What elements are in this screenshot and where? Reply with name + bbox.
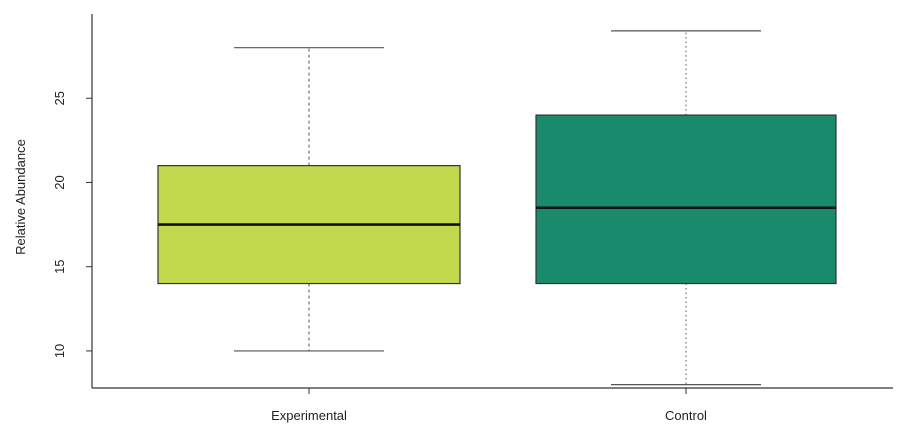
boxes-group [157, 30, 837, 386]
x-tick-label: Experimental [271, 408, 347, 423]
box-experimental [157, 47, 461, 352]
y-tick-label: 10 [52, 344, 67, 358]
box-body [535, 114, 837, 285]
y-tick-label: 15 [52, 259, 67, 273]
axes-group: 10 15 20 25 Experimental Control [52, 14, 893, 423]
x-tick-label: Control [665, 408, 707, 423]
y-tick-label: 25 [52, 91, 67, 105]
y-axis-label: Relative Abundance [13, 139, 28, 255]
box-control [535, 30, 837, 386]
y-tick-label: 20 [52, 175, 67, 189]
